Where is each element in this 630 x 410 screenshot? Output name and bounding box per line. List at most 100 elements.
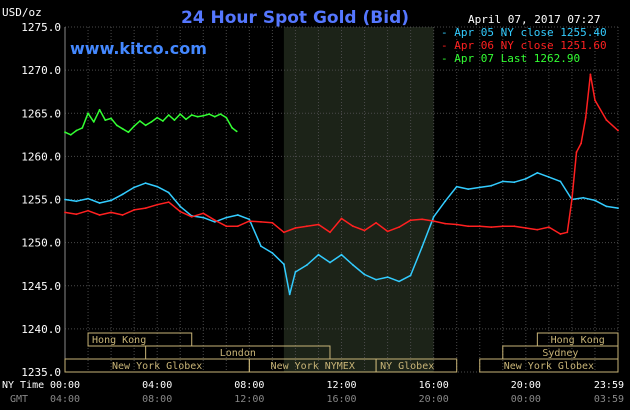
data-point xyxy=(594,99,596,102)
y-unit-label: USD/oz xyxy=(2,6,42,19)
data-point xyxy=(98,202,101,204)
y-tick-label: 1245.0 xyxy=(21,280,61,293)
data-point xyxy=(340,253,343,256)
data-point xyxy=(467,225,470,228)
data-point xyxy=(236,225,239,228)
data-point xyxy=(409,219,412,222)
data-point xyxy=(98,214,101,216)
data-point xyxy=(213,219,216,222)
data-point xyxy=(167,191,170,194)
data-point xyxy=(179,113,182,115)
data-point xyxy=(190,215,193,218)
data-point xyxy=(231,127,234,129)
data-point xyxy=(455,223,458,226)
data-point xyxy=(421,218,423,221)
data-point xyxy=(605,205,608,208)
data-point xyxy=(196,115,199,118)
data-point xyxy=(524,177,527,180)
data-point xyxy=(98,108,101,111)
y-tick-label: 1250.0 xyxy=(21,237,61,250)
data-point xyxy=(501,180,504,183)
data-point xyxy=(340,217,343,220)
data-point xyxy=(306,264,308,266)
ny-time-tick: 12:00 xyxy=(326,380,356,391)
data-point xyxy=(317,223,320,226)
data-point xyxy=(104,119,107,121)
data-point xyxy=(455,185,458,188)
data-point xyxy=(133,209,136,211)
data-point xyxy=(121,127,124,130)
data-point xyxy=(566,231,569,234)
session-box xyxy=(502,345,619,360)
data-point xyxy=(167,201,170,204)
data-point xyxy=(87,209,89,212)
data-point xyxy=(501,225,504,228)
data-point xyxy=(329,231,331,234)
price-series xyxy=(64,73,619,296)
data-point xyxy=(121,193,124,196)
data-point xyxy=(179,210,182,213)
data-point xyxy=(271,221,274,224)
data-point xyxy=(213,115,216,118)
gmt-tick: 04:00 xyxy=(50,394,80,405)
session-label: Hong Kong xyxy=(551,335,605,346)
data-point xyxy=(202,114,205,117)
data-point xyxy=(580,142,582,145)
data-point xyxy=(513,181,516,184)
nymex-shaded-region xyxy=(283,27,434,372)
timestamp: April 07, 2017 07:27 xyxy=(468,13,600,26)
data-point xyxy=(306,225,308,228)
gmt-tick: 12:00 xyxy=(234,394,264,405)
data-point xyxy=(559,233,562,235)
data-point xyxy=(386,230,389,233)
data-point xyxy=(213,221,216,223)
data-point xyxy=(144,207,147,210)
data-point xyxy=(283,263,285,266)
y-tick-label: 1240.0 xyxy=(21,323,61,336)
data-point xyxy=(235,130,238,133)
data-point xyxy=(386,276,389,278)
data-point xyxy=(409,274,412,277)
data-point xyxy=(352,264,354,266)
market-sessions: Hong Kong London New York Globex New York N… xyxy=(64,332,619,373)
data-point xyxy=(536,171,539,174)
session-label: New York NYMEX xyxy=(271,361,355,372)
session-label: London xyxy=(220,348,256,359)
data-point xyxy=(294,227,297,229)
data-point xyxy=(64,131,66,134)
ny-time-tick: 00:00 xyxy=(50,380,80,391)
data-point xyxy=(208,113,210,115)
y-axis-ticks: 1235.0 1240.0 1245.0 1250.0 1255.0 1260.0 1265… xyxy=(21,21,61,379)
data-point xyxy=(617,207,619,210)
legend-entry: - Apr 06 NY close 1251.60 xyxy=(441,39,607,52)
data-point xyxy=(202,216,205,219)
data-point xyxy=(478,225,481,228)
session-label: Sydney xyxy=(542,348,578,359)
data-point xyxy=(87,197,89,200)
session-label: New York Globex xyxy=(504,361,594,372)
data-point xyxy=(92,121,95,123)
data-point xyxy=(288,293,291,296)
data-point xyxy=(110,211,112,214)
data-point xyxy=(236,214,239,216)
data-point xyxy=(115,124,118,127)
ny-time-tick: 04:00 xyxy=(142,380,172,391)
data-point xyxy=(594,199,596,202)
y-tick-label: 1270.0 xyxy=(21,64,61,77)
data-point xyxy=(571,198,573,201)
data-point xyxy=(225,216,228,219)
y-tick-label: 1255.0 xyxy=(21,194,61,207)
data-point xyxy=(524,227,527,229)
data-point xyxy=(69,133,72,136)
data-point xyxy=(139,120,141,122)
data-point xyxy=(173,119,176,121)
y-tick-label: 1275.0 xyxy=(21,21,61,34)
data-point xyxy=(317,253,320,256)
data-point xyxy=(548,176,550,179)
data-point xyxy=(156,185,159,188)
legend-entry: - Apr 07 Last 1262.90 xyxy=(441,52,580,65)
data-point xyxy=(605,119,608,121)
data-point xyxy=(225,116,228,119)
y-tick-label: 1235.0 xyxy=(21,366,61,379)
data-point xyxy=(536,228,539,231)
